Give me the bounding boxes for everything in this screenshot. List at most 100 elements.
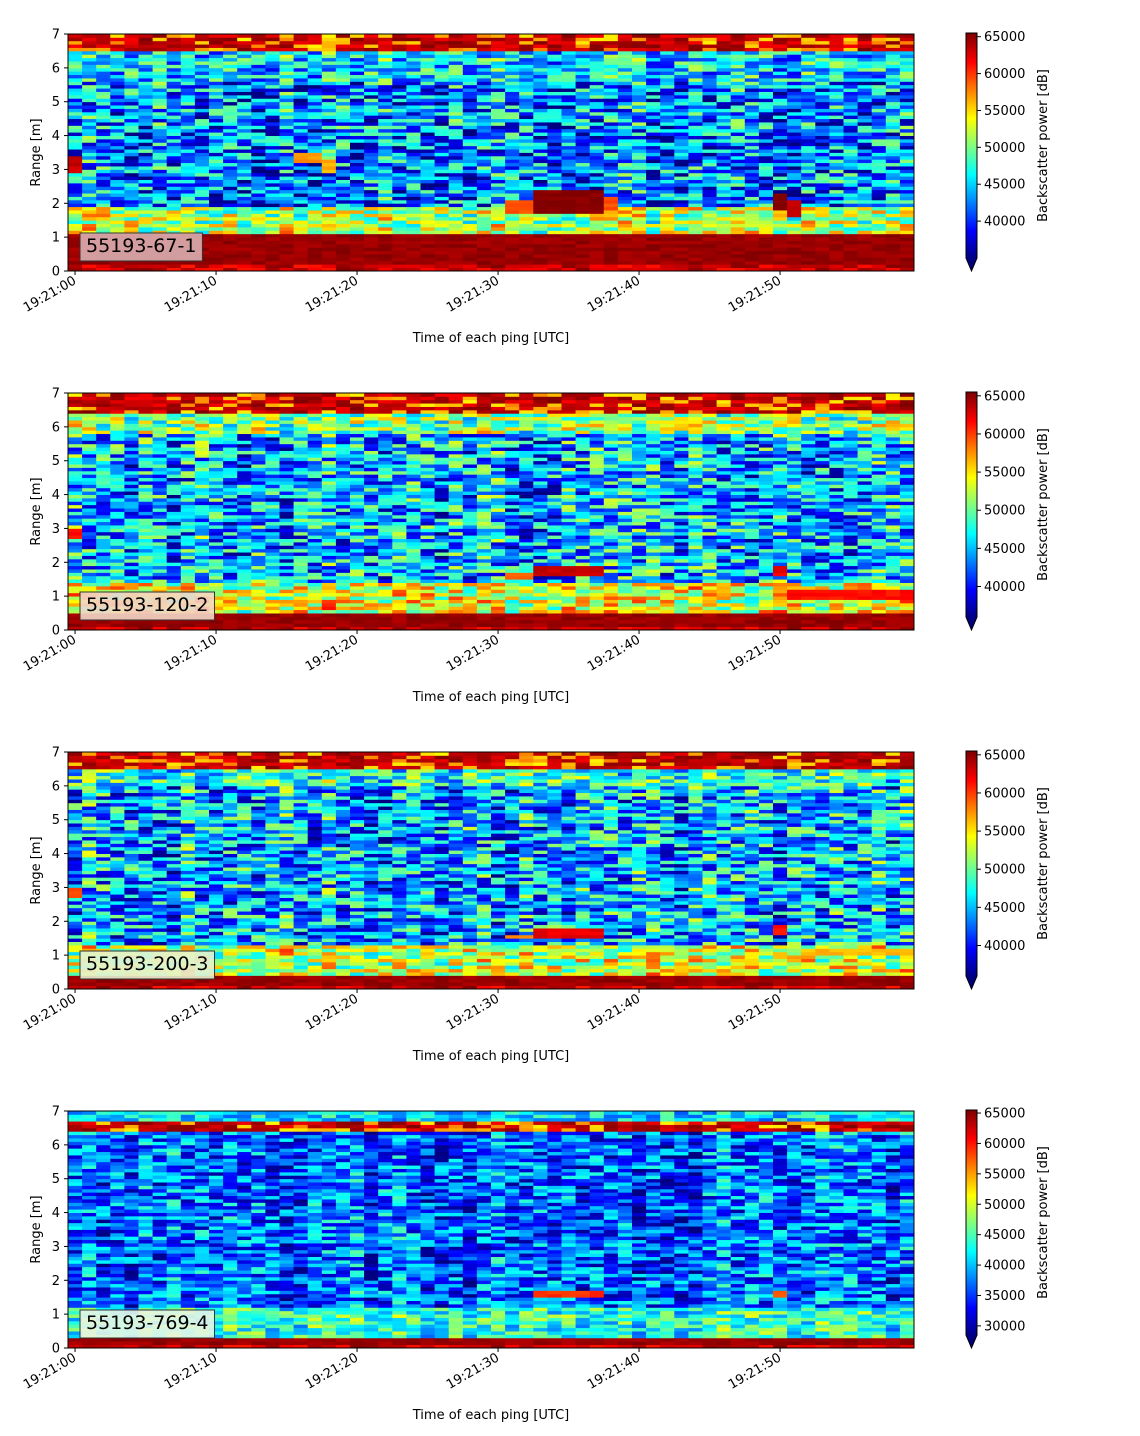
heatmap-cell xyxy=(166,545,182,550)
heatmap-cell xyxy=(335,186,351,191)
heatmap-cell xyxy=(321,81,337,86)
heatmap-cell xyxy=(787,57,802,62)
heatmap-cell xyxy=(138,203,153,208)
heatmap-cell xyxy=(321,267,337,272)
heatmap-cell xyxy=(533,138,548,143)
heatmap-cell xyxy=(279,88,294,92)
heatmap-cell xyxy=(237,260,252,265)
heatmap-cell xyxy=(491,54,506,59)
heatmap-cell xyxy=(138,189,153,194)
heatmap-cell xyxy=(265,233,280,238)
heatmap-cell xyxy=(603,61,619,65)
heatmap-cell xyxy=(744,162,760,167)
heatmap-cell xyxy=(871,145,887,150)
heatmap-cell xyxy=(505,152,520,157)
heatmap-cell xyxy=(857,61,873,65)
heatmap-cell xyxy=(392,257,407,262)
heatmap-cell xyxy=(730,149,746,153)
heatmap-cell xyxy=(843,44,858,48)
heatmap-cell xyxy=(871,203,887,208)
heatmap-cell xyxy=(321,118,337,123)
heatmap-cell xyxy=(632,179,647,184)
heatmap-cell xyxy=(82,406,97,411)
heatmap-cell xyxy=(815,260,830,265)
heatmap-cell xyxy=(166,210,182,214)
heatmap-cell xyxy=(787,98,802,103)
heatmap-cell xyxy=(364,57,379,62)
heatmap-cell xyxy=(279,118,294,123)
heatmap-cell xyxy=(152,623,168,628)
heatmap-cell xyxy=(279,166,294,170)
heatmap-cell xyxy=(110,155,125,160)
heatmap-cell xyxy=(68,406,83,411)
heatmap-cell xyxy=(533,247,548,252)
heatmap-cell xyxy=(773,176,788,180)
heatmap-cell xyxy=(420,132,435,136)
heatmap-cell xyxy=(688,199,703,204)
heatmap-cell xyxy=(505,257,520,262)
heatmap-cell xyxy=(899,111,915,116)
heatmap-cell xyxy=(194,155,210,160)
heatmap-cell xyxy=(378,88,393,92)
heatmap-cell xyxy=(773,226,788,231)
heatmap-cell xyxy=(420,166,435,170)
heatmap-cell xyxy=(223,138,238,143)
heatmap-cell xyxy=(307,122,323,126)
heatmap-cell xyxy=(801,94,816,99)
heatmap-cell xyxy=(505,138,520,143)
heatmap-cell xyxy=(335,233,351,238)
heatmap-cell xyxy=(96,176,111,180)
heatmap-cell xyxy=(632,105,647,109)
heatmap-cell xyxy=(533,81,548,86)
heatmap-cell xyxy=(801,135,816,140)
heatmap-cell xyxy=(166,44,182,48)
heatmap-cell xyxy=(138,61,153,65)
heatmap-cell xyxy=(476,101,492,106)
heatmap-cell xyxy=(702,138,717,143)
heatmap-cell xyxy=(166,125,182,130)
heatmap-cell xyxy=(406,264,421,269)
heatmap-cell xyxy=(251,101,266,106)
heatmap-cell xyxy=(589,193,605,197)
heatmap-cell xyxy=(434,71,450,76)
heatmap-cell xyxy=(646,88,661,92)
heatmap-cell xyxy=(237,149,252,153)
heatmap-cell xyxy=(843,216,858,221)
heatmap-cell xyxy=(335,57,351,62)
heatmap-cell xyxy=(335,94,351,99)
heatmap-cell xyxy=(237,250,252,255)
heatmap-cell xyxy=(758,226,774,231)
heatmap-cell xyxy=(899,94,915,99)
heatmap-cell xyxy=(617,142,633,147)
heatmap-cell xyxy=(730,145,746,150)
heatmap-cell xyxy=(152,467,168,472)
heatmap-cell xyxy=(787,182,802,187)
heatmap-cell xyxy=(166,565,182,570)
heatmap-cell xyxy=(716,125,732,130)
heatmap-cell xyxy=(110,172,125,177)
heatmap-cell xyxy=(265,34,280,38)
heatmap-cell xyxy=(209,101,224,106)
heatmap-cell xyxy=(96,514,111,519)
heatmap-cell xyxy=(801,193,816,197)
heatmap-cell xyxy=(138,541,153,546)
heatmap-cell xyxy=(702,78,717,82)
heatmap-cell xyxy=(378,230,393,235)
heatmap-cell xyxy=(82,67,97,72)
heatmap-cell xyxy=(96,569,111,573)
heatmap-cell xyxy=(307,50,323,55)
heatmap-cell xyxy=(491,267,506,272)
heatmap-cell xyxy=(730,50,746,55)
heatmap-cell xyxy=(547,40,562,45)
heatmap-cell xyxy=(519,84,534,89)
heatmap-cell xyxy=(730,34,746,38)
heatmap-cell xyxy=(335,111,351,116)
heatmap-cell xyxy=(603,226,619,231)
heatmap-cell xyxy=(223,71,238,76)
heatmap-cell xyxy=(688,145,703,150)
heatmap-cell xyxy=(350,67,365,72)
heatmap-cell xyxy=(138,81,153,86)
heatmap-cell xyxy=(617,64,633,69)
heatmap-cell xyxy=(420,44,435,48)
heatmap-cell xyxy=(420,233,435,238)
